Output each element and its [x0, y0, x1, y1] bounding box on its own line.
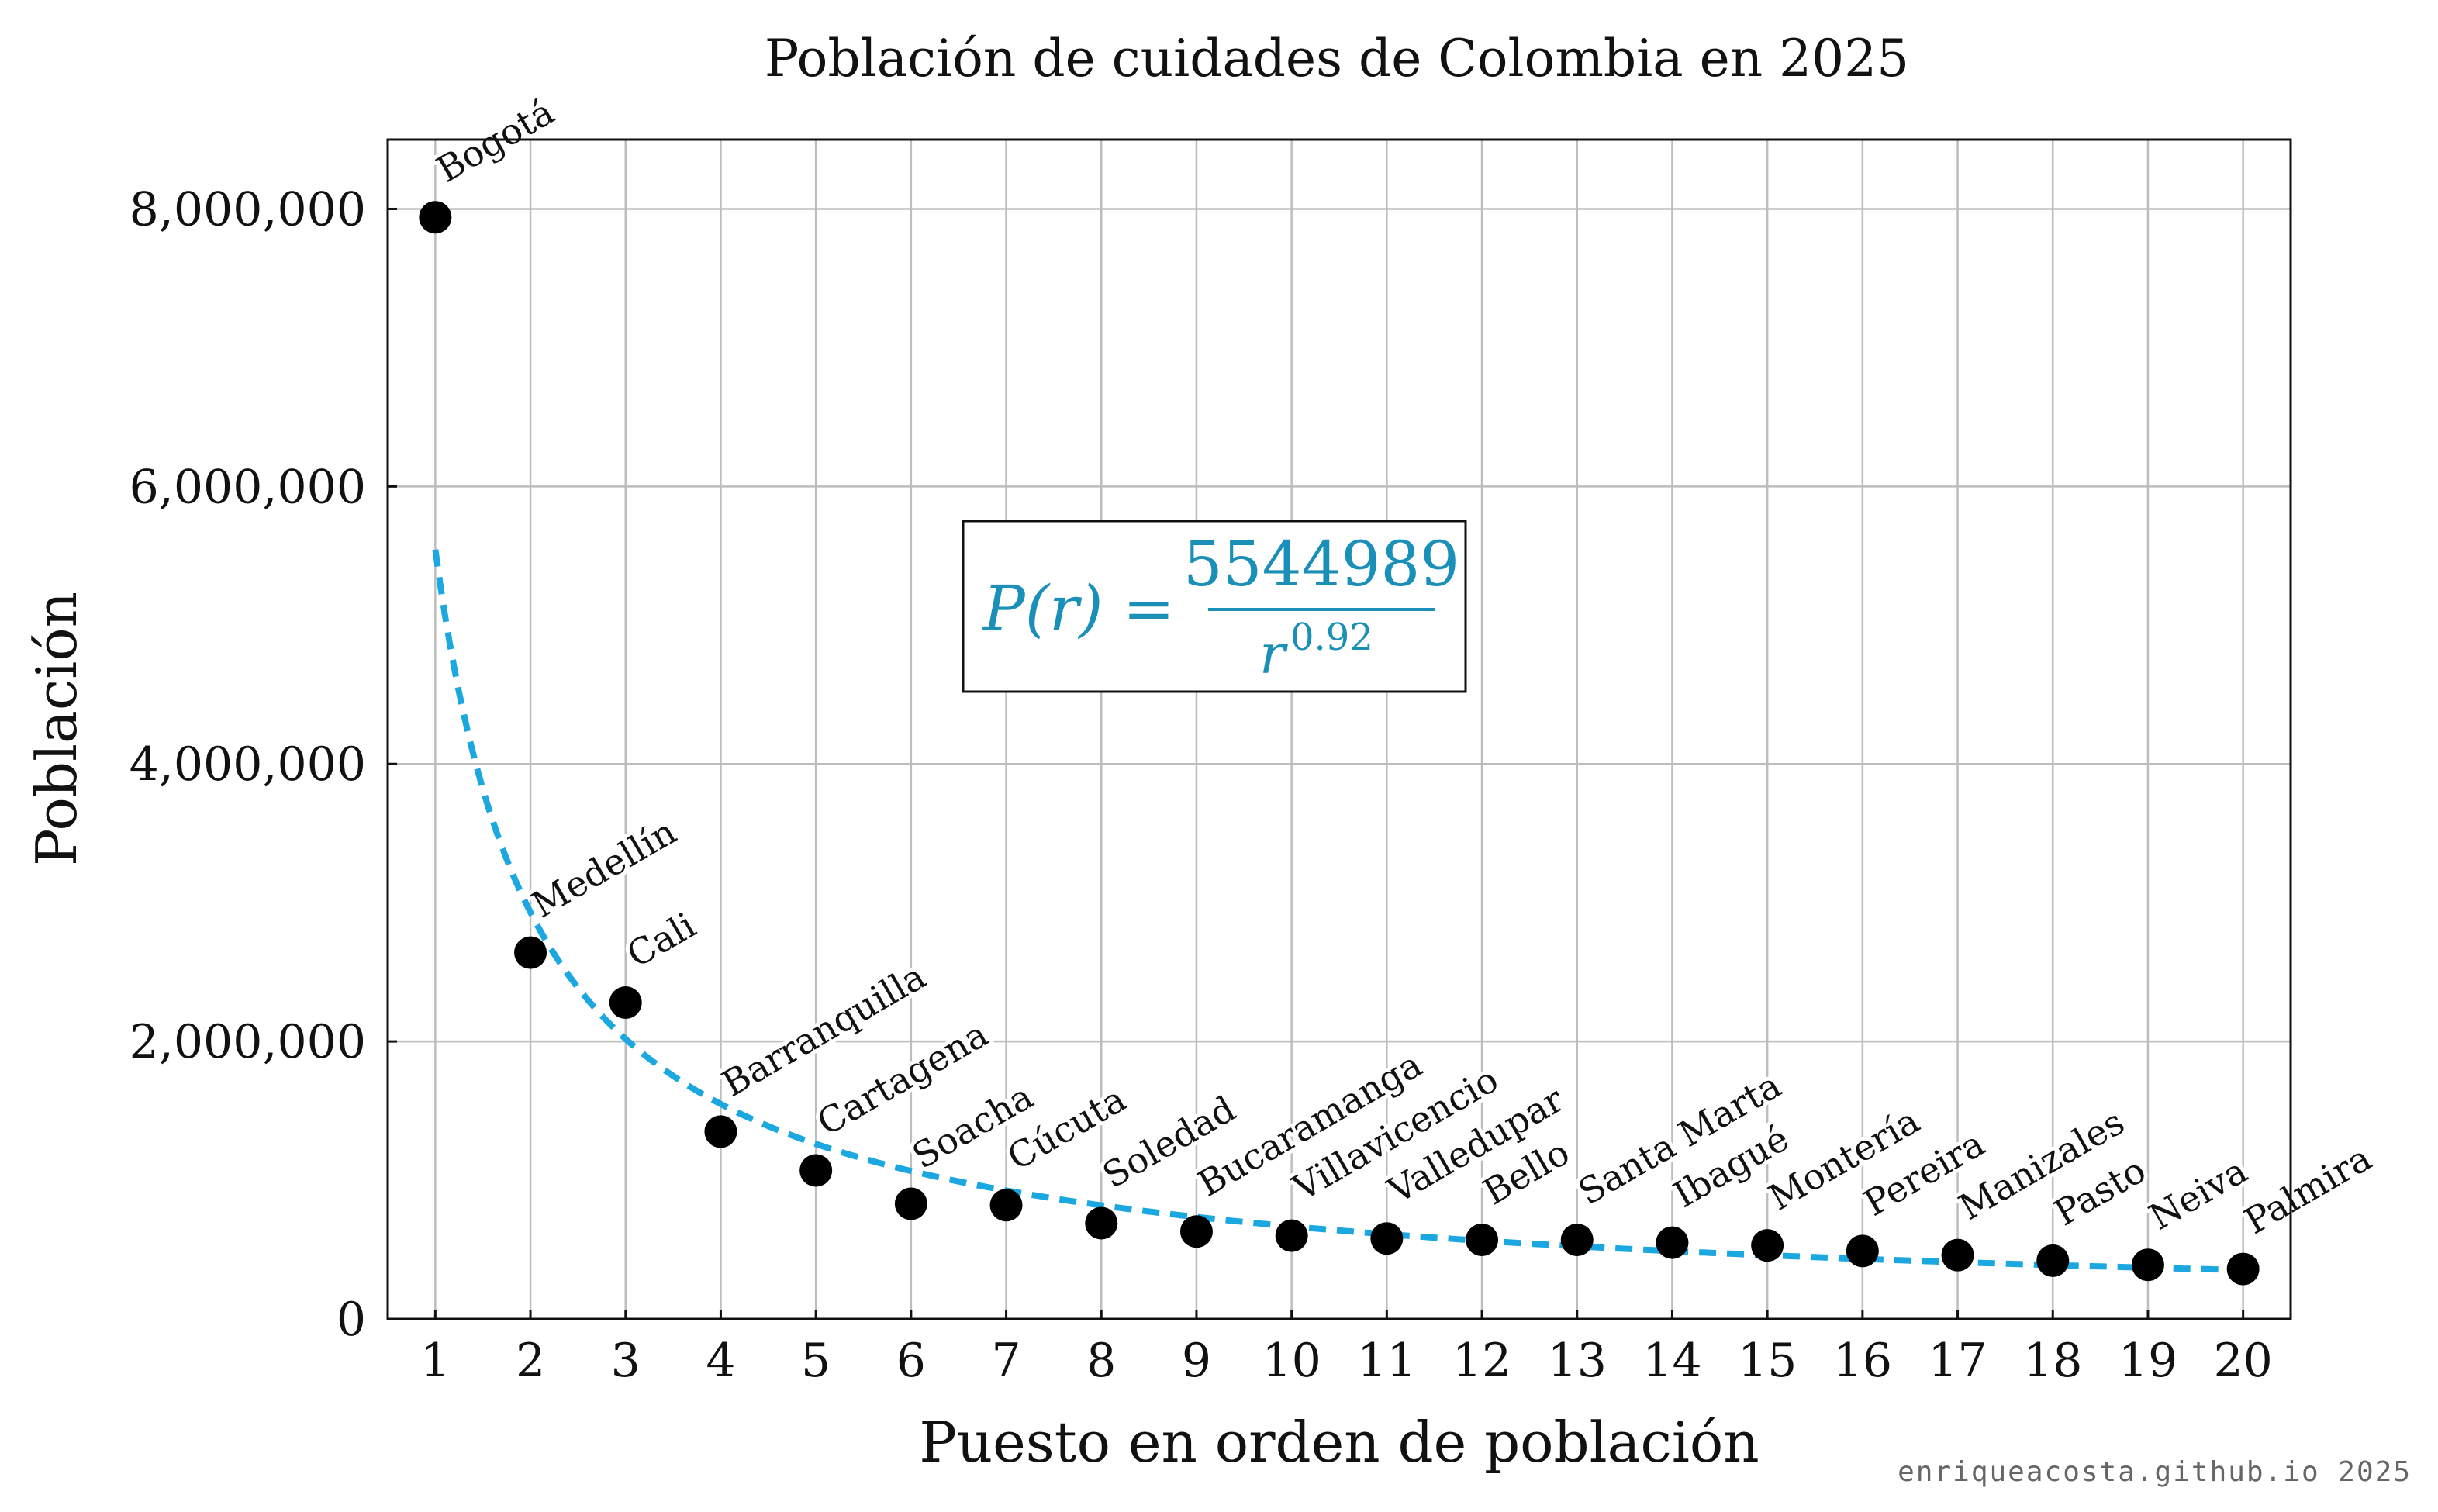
x-tick-label: 20 [2213, 1334, 2272, 1388]
x-tick-label: 17 [1928, 1334, 1987, 1388]
x-tick-labels: 1 2 3 4 5 6 7 8 9 10 11 12 13 14 15 16 17 18 19 20 [420, 1310, 2273, 1388]
data-point [1179, 1215, 1213, 1248]
y-tick-label: 0 [337, 1293, 366, 1347]
x-tick-label: 9 [1182, 1334, 1211, 1388]
y-axis-label: Población [24, 592, 89, 866]
data-point [1846, 1234, 1879, 1268]
x-tick-label: 8 [1086, 1334, 1116, 1388]
data-point [989, 1189, 1023, 1222]
y-tick-label: 2,000,000 [129, 1015, 366, 1069]
data-point [1085, 1206, 1118, 1240]
y-tick-label: 6,000,000 [129, 460, 366, 514]
data-point [704, 1115, 737, 1148]
chart-title: Población de cuidades de Colombia en 202… [765, 29, 1909, 88]
formula-denominator-base: r [1259, 623, 1288, 686]
data-point [1275, 1219, 1308, 1252]
fit-curve-path [432, 549, 2243, 1273]
formula-frame [962, 520, 1467, 693]
data-point [2131, 1248, 2164, 1282]
x-tick-label: 5 [801, 1334, 831, 1388]
data-point [1466, 1224, 1499, 1257]
x-tick-label: 6 [896, 1334, 926, 1388]
formula-box: P(r) = 5544989 r 0.92 [962, 520, 1467, 693]
data-point [514, 936, 547, 969]
data-point [1656, 1226, 1689, 1259]
x-tick-label: 19 [2119, 1334, 2177, 1388]
x-tick-label: 1 [420, 1334, 450, 1388]
data-point [419, 201, 452, 234]
x-tick-label: 13 [1548, 1334, 1607, 1388]
data-point [1370, 1222, 1404, 1255]
watermark: enriqueacosta.github.io 2025 [1898, 1456, 2412, 1488]
gridlines [388, 140, 2291, 1320]
x-tick-label: 14 [1642, 1334, 1701, 1388]
x-tick-label: 2 [516, 1334, 545, 1388]
y-tick-labels: 0 2,000,000 4,000,000 6,000,000 8,000,000 [129, 182, 397, 1347]
data-points [419, 201, 2260, 1286]
data-point [894, 1187, 927, 1220]
x-tick-label: 10 [1262, 1334, 1321, 1388]
x-tick-label: 12 [1452, 1334, 1511, 1388]
data-point [609, 986, 642, 1020]
x-tick-label: 11 [1357, 1334, 1416, 1388]
x-tick-label: 16 [1833, 1334, 1892, 1388]
x-tick-label: 4 [706, 1334, 735, 1388]
x-tick-label: 3 [611, 1334, 641, 1388]
formula-denominator-exponent: 0.92 [1290, 616, 1373, 659]
x-tick-label: 15 [1738, 1334, 1797, 1388]
data-point [2036, 1244, 2070, 1277]
formula-numerator: 5544989 [1183, 528, 1459, 600]
data-point [1751, 1229, 1784, 1262]
x-axis-label: Puesto en orden de población [919, 1410, 1759, 1475]
y-tick-label: 4,000,000 [129, 737, 366, 792]
data-point [1560, 1224, 1594, 1257]
x-tick-label: 7 [991, 1334, 1020, 1388]
plot-frame [386, 138, 2292, 1320]
data-point [799, 1154, 833, 1187]
formula-lhs: P(r) = [982, 572, 1175, 644]
data-point [2226, 1252, 2260, 1286]
x-tick-label: 18 [2023, 1334, 2082, 1388]
data-point [1941, 1238, 1974, 1272]
y-tick-label: 8,000,000 [129, 182, 366, 236]
